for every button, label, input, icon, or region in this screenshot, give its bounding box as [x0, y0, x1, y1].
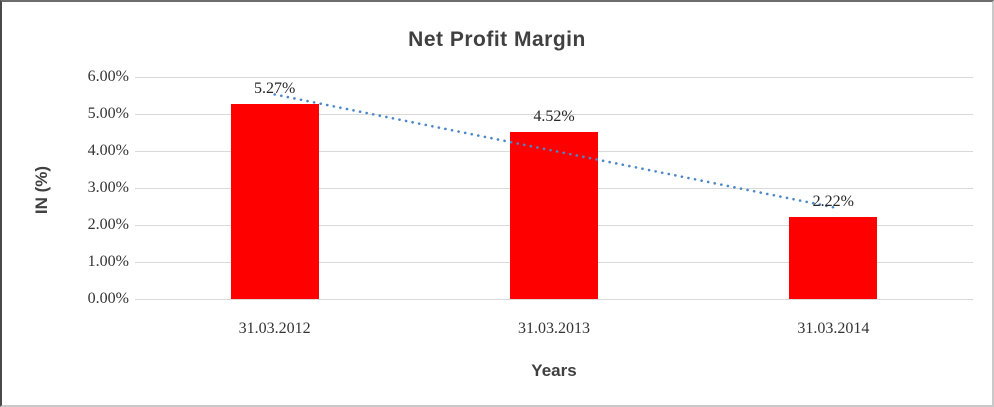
gridline: [135, 77, 973, 78]
y-tick-label: 2.00%: [87, 216, 129, 233]
y-tick-label: 3.00%: [87, 179, 129, 196]
x-tick-label: 31.03.2014: [797, 320, 870, 337]
chart-title: Net Profit Margin: [408, 28, 586, 51]
bar: [230, 104, 319, 299]
gridline: [135, 299, 973, 300]
x-tick-label: 31.03.2012: [238, 320, 311, 337]
x-tick-label: 31.03.2013: [518, 320, 590, 337]
x-axis-title: Years: [531, 361, 577, 380]
y-tick-label: 6.00%: [87, 68, 129, 85]
bar: [510, 131, 598, 299]
data-label: 2.22%: [812, 192, 854, 210]
y-tick-label: 4.00%: [87, 142, 129, 159]
y-tick-label: 1.00%: [87, 253, 129, 270]
y-tick-label: 0.00%: [87, 290, 129, 307]
data-label: 4.52%: [533, 107, 575, 125]
bar: [789, 216, 878, 299]
y-tick-label: 5.00%: [87, 105, 129, 122]
data-label: 5.27%: [253, 80, 296, 97]
